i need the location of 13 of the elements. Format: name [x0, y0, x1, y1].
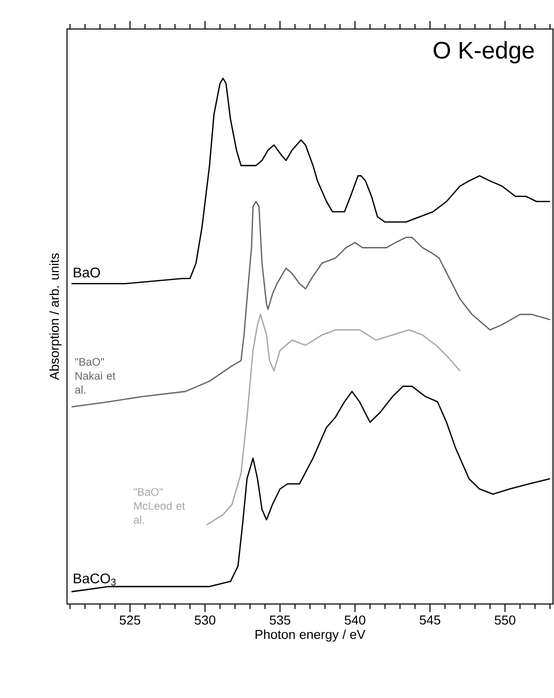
x-tick-label: 545 — [420, 616, 440, 625]
x-tick-label: 540 — [344, 616, 366, 625]
chart-title: O K-edge — [434, 41, 534, 64]
series-label: BaO — [74, 268, 100, 278]
x-tick-label: 530 — [194, 616, 216, 625]
x-tick-label: 525 — [120, 616, 140, 625]
y-axis-title: Absorption / arb. units — [49, 253, 62, 380]
series-label: "BaO" Nakai et al. — [75, 358, 116, 394]
series-label: "BaO" McLeod et al. — [134, 488, 185, 524]
series-label: BaCO$_{3}$ — [74, 573, 116, 586]
x-axis-title: Photon energy / eV — [256, 630, 366, 642]
x-tick-label: 535 — [270, 616, 290, 625]
x-tick-label: 550 — [494, 616, 516, 625]
